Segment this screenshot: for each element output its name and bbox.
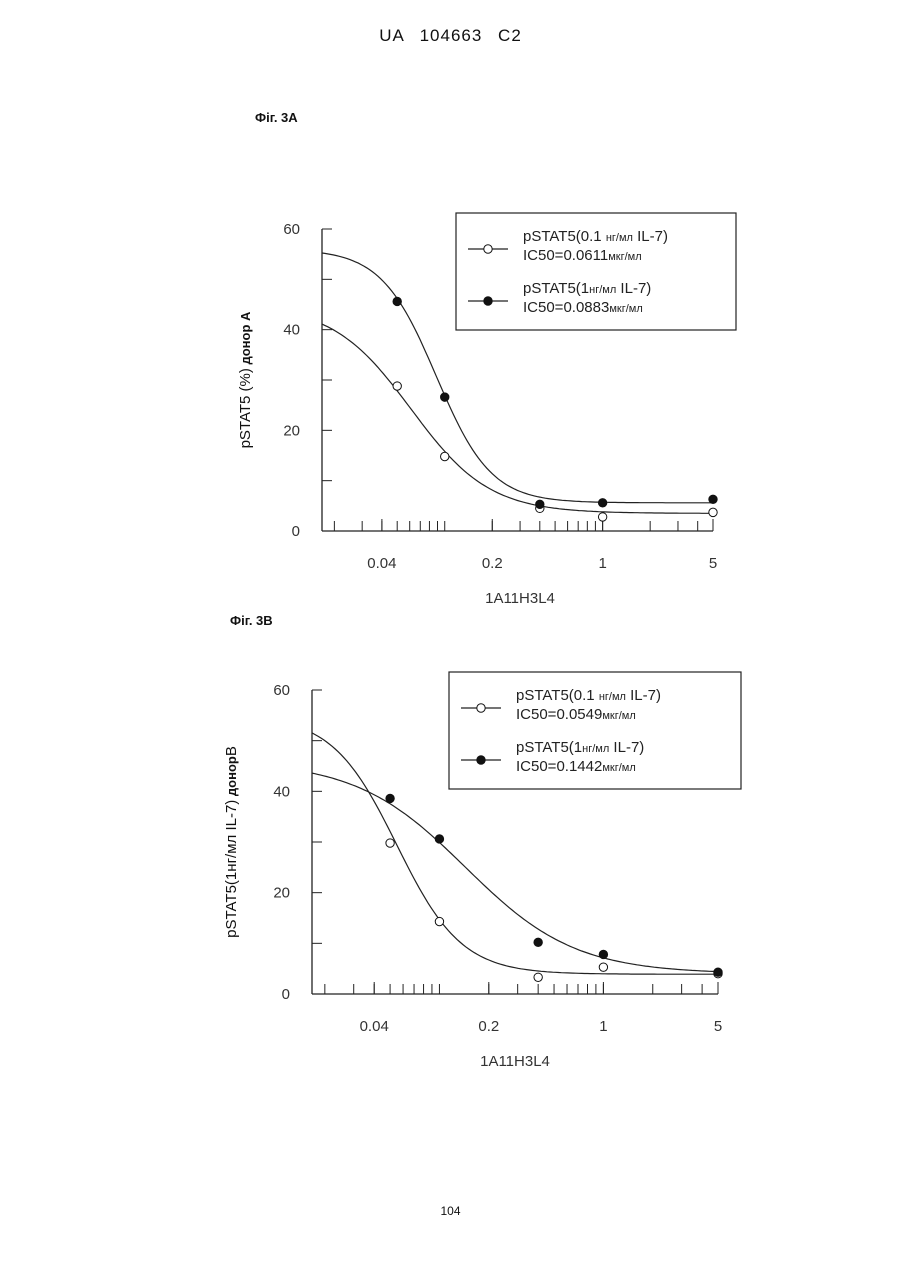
x-tick-label: 5 (709, 555, 717, 572)
text-part: донор (224, 756, 239, 800)
legend-marker (484, 245, 492, 253)
text-part: нг/мл (599, 691, 626, 703)
data-point-series-2 (709, 495, 717, 503)
x-tick-label: 0.04 (367, 555, 396, 572)
data-point-series-2 (435, 835, 443, 843)
data-point-series-2 (441, 393, 449, 401)
text-part: мкг/мл (602, 710, 635, 722)
text-part: IL-7) (616, 280, 651, 297)
y-axis-title: pSTAT5(1нг/мл IL-7) донорВ (223, 746, 240, 938)
x-tick-label: 0.2 (482, 555, 503, 572)
data-point-series-1 (386, 839, 394, 847)
legend-marker (477, 704, 485, 712)
x-tick-label: 0.04 (360, 1018, 389, 1035)
text-part: мкг/мл (608, 251, 641, 263)
data-point-series-2 (393, 297, 401, 305)
data-point-series-1 (599, 963, 607, 971)
chart-3a: 0 20 40 60 0.04 0.2 1 5 1A11H3L4 pSTAT5 (%) донор… (0, 200, 901, 620)
text-part: IL-7) (626, 687, 661, 704)
x-tick-label: 5 (714, 1018, 722, 1035)
legend-entry: pSTAT5(0.1 нг/мл IL-7) (516, 687, 661, 704)
y-axis-title: pSTAT5 (%) донор А (237, 311, 254, 448)
fit-curve-series-1 (322, 324, 713, 513)
text-part: pSTAT5(0.1 (516, 687, 599, 704)
data-point-series-1 (534, 973, 542, 981)
x-tick-label: 1 (598, 555, 606, 572)
text-part: IC50=0.0883 (523, 299, 609, 316)
text-part: мкг/мл (602, 762, 635, 774)
data-point-series-1 (393, 382, 401, 390)
text-part: нг/мл (582, 743, 609, 755)
legend-marker (477, 756, 485, 764)
x-tick-label: 1 (599, 1018, 607, 1035)
text-part: нг/мл (223, 835, 240, 872)
page-number: 104 (0, 1204, 901, 1218)
text-part: pSTAT5(1 (223, 872, 240, 938)
data-point-series-2 (386, 794, 394, 802)
x-axis-title: 1A11H3L4 (480, 1053, 550, 1070)
y-tick-label: 0 (292, 523, 300, 540)
y-tick-label: 0 (282, 986, 290, 1003)
data-point-series-1 (441, 452, 449, 460)
y-tick-label: 40 (273, 783, 290, 800)
x-tick-label: 0.2 (478, 1018, 499, 1035)
text-part: IC50=0.1442 (516, 758, 602, 775)
text-part: нг/мл (589, 284, 616, 296)
y-tick-label: 20 (273, 885, 290, 902)
data-point-series-2 (599, 950, 607, 958)
text-part: IL-7) (633, 228, 668, 245)
legend-entry: pSTAT5(1нг/мл IL-7) (523, 280, 651, 297)
text-part: IL-7) (223, 800, 240, 835)
text-part: В (223, 746, 240, 756)
data-point-series-1 (598, 513, 606, 521)
text-part: IC50=0.0549 (516, 706, 602, 723)
data-point-series-1 (709, 508, 717, 516)
data-point-series-2 (536, 500, 544, 508)
data-point-series-1 (435, 917, 443, 925)
legend-entry: pSTAT5(1нг/мл IL-7) (516, 739, 644, 756)
text-part: IC50=0.0611 (523, 247, 608, 264)
data-point-series-2 (598, 499, 606, 507)
text-part: pSTAT5 (%) (237, 368, 254, 448)
text-part: pSTAT5(1 (516, 739, 582, 756)
data-point-series-2 (534, 938, 542, 946)
text-part: pSTAT5(1 (523, 280, 589, 297)
y-tick-label: 40 (283, 322, 300, 339)
text-part: нг/мл (606, 232, 633, 244)
legend-marker (484, 297, 492, 305)
chart-3b: 02040600.040.2151A11H3L4pSTAT5(1нг/мл IL… (0, 660, 901, 1080)
text-part: pSTAT5(0.1 (523, 228, 606, 245)
patent-header: UA 104663 C2 (0, 26, 901, 46)
x-axis-title: 1A11H3L4 (485, 590, 555, 607)
legend-entry: pSTAT5(0.1 нг/мл IL-7) (523, 228, 668, 245)
y-tick-label: 20 (283, 422, 300, 439)
y-tick-label: 60 (273, 682, 290, 699)
figure-label-3a: Фіг. 3А (255, 110, 298, 125)
text-part: IL-7) (609, 739, 644, 756)
fit-curve-series-2 (312, 773, 718, 972)
text-part: мкг/мл (609, 303, 642, 315)
y-tick-label: 60 (283, 221, 300, 238)
data-point-series-2 (714, 968, 722, 976)
text-part: донор А (238, 311, 253, 368)
